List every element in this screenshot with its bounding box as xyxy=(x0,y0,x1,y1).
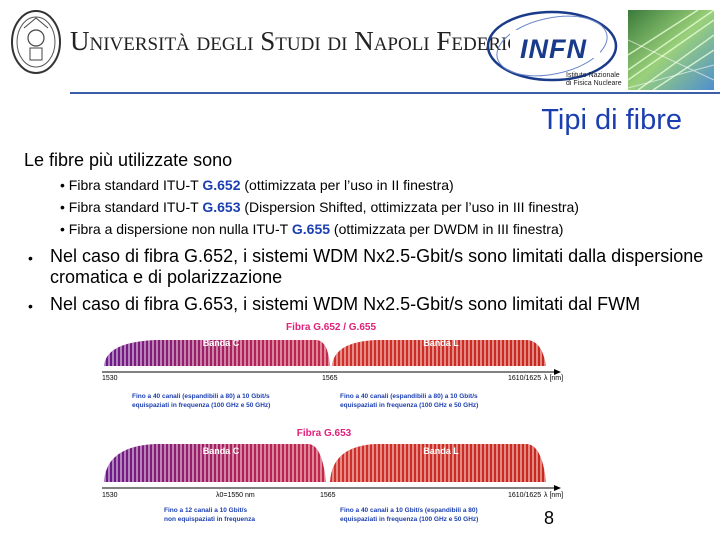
fiber-type-code: G.653 xyxy=(202,199,241,215)
bottom-axis-arrow xyxy=(554,485,561,491)
bottom-tick-right: 1610/1625 xyxy=(508,492,541,499)
top-tick-right: 1610/1625 xyxy=(508,375,541,382)
top-tick-mid: 1565 xyxy=(322,375,338,382)
fiber-type-item: • Fibra a dispersione non nulla ITU-T G.… xyxy=(60,221,564,237)
intro-text: Le fibre più utilizzate sono xyxy=(24,150,233,170)
slide-title: Tipi di fibre xyxy=(541,104,682,136)
university-seal-icon xyxy=(11,10,61,74)
bottom-axis-unit: λ [nm] xyxy=(544,492,563,499)
bottom-note-right-1: Fino a 40 canali a 10 Gbit/s (espandibil… xyxy=(340,507,478,514)
infn-subtitle-line1: Istituto Nazionale xyxy=(566,72,620,79)
fiber-type-item: • Fibra standard ITU-T G.653 (Dispersion… xyxy=(60,199,579,215)
fiber-type-text: Fibra standard ITU-T xyxy=(68,177,203,193)
top-figure-title: Fibra G.652 / G.655 xyxy=(286,322,376,333)
top-note-left-1: Fino a 40 canali (espandibili a 80) a 10… xyxy=(132,393,270,400)
bottom-band-c-channels xyxy=(104,444,326,482)
top-note-right-2: equispaziati in frequenza (100 GHz e 50 … xyxy=(340,402,478,409)
fiber-type-code: G.652 xyxy=(202,177,241,193)
fiber-band-figure: Fibra G.652 / G.655 Banda C Banda L 1530… xyxy=(102,322,563,523)
top-axis-unit: λ [nm] xyxy=(544,375,563,382)
fiber-type-detail: (ottimizzata per l’uso in II finestra) xyxy=(240,177,454,193)
fiber-type-item: • Fibra standard ITU-T G.652 (ottimizzat… xyxy=(60,177,454,193)
bottom-tick-mid: 1565 xyxy=(320,492,336,499)
bottom-band-l-label: Banda L xyxy=(423,446,459,456)
bullet-marker: • xyxy=(28,298,33,314)
top-band-l-channels xyxy=(332,340,546,366)
bottom-figure-title: Fibra G.653 xyxy=(297,428,352,439)
header-divider xyxy=(70,92,720,94)
fiber-optic-photo xyxy=(628,10,714,90)
infn-logo-icon xyxy=(486,10,618,82)
bottom-lambda0: λ0=1550 nm xyxy=(216,492,255,499)
bullet-marker: • xyxy=(28,250,33,266)
bottom-band-l-channels xyxy=(330,444,546,482)
bottom-note-left-2: non equispaziati in frequenza xyxy=(164,516,255,523)
top-band-c-channels xyxy=(104,340,330,366)
top-note-right-1: Fino a 40 canali (espandibili a 80) a 10… xyxy=(340,393,478,400)
bottom-note-left-1: Fino a 12 canali a 10 Gbit/s xyxy=(164,507,247,514)
fiber-type-text: Fibra a dispersione non nulla ITU-T xyxy=(68,221,292,237)
page-number: 8 xyxy=(544,508,555,528)
bottom-band-c-label: Banda C xyxy=(203,446,240,456)
fiber-type-text: Fibra standard ITU-T xyxy=(68,199,203,215)
university-name: Università degli Studi di Napoli Federic… xyxy=(70,26,559,56)
slide-header: Università degli Studi di Napoli Federic… xyxy=(0,0,720,95)
bottom-note-right-2: equispaziati in frequenza (100 GHz e 50 … xyxy=(340,516,478,523)
fiber-type-detail: (ottimizzata per DWDM in III finestra) xyxy=(330,221,564,237)
top-axis-arrow xyxy=(554,369,561,375)
main-bullet: Nel caso di fibra G.653, i sistemi WDM N… xyxy=(50,294,641,314)
bottom-tick-left: 1530 xyxy=(102,492,118,499)
infn-logo-text: INFN xyxy=(520,34,587,64)
top-tick-left: 1530 xyxy=(102,375,118,382)
top-band-l-label: Banda L xyxy=(423,338,459,348)
infn-subtitle-line2: di Fisica Nucleare xyxy=(566,80,622,87)
fiber-type-detail: (Dispersion Shifted, ottimizzata per l’u… xyxy=(240,199,579,215)
top-band-c-label: Banda C xyxy=(203,338,240,348)
fiber-type-code: G.655 xyxy=(291,221,331,237)
main-bullet: Nel caso di fibra G.652, i sistemi WDM N… xyxy=(50,246,704,287)
top-note-left-2: equispaziati in frequenza (100 GHz e 50 … xyxy=(132,402,270,409)
